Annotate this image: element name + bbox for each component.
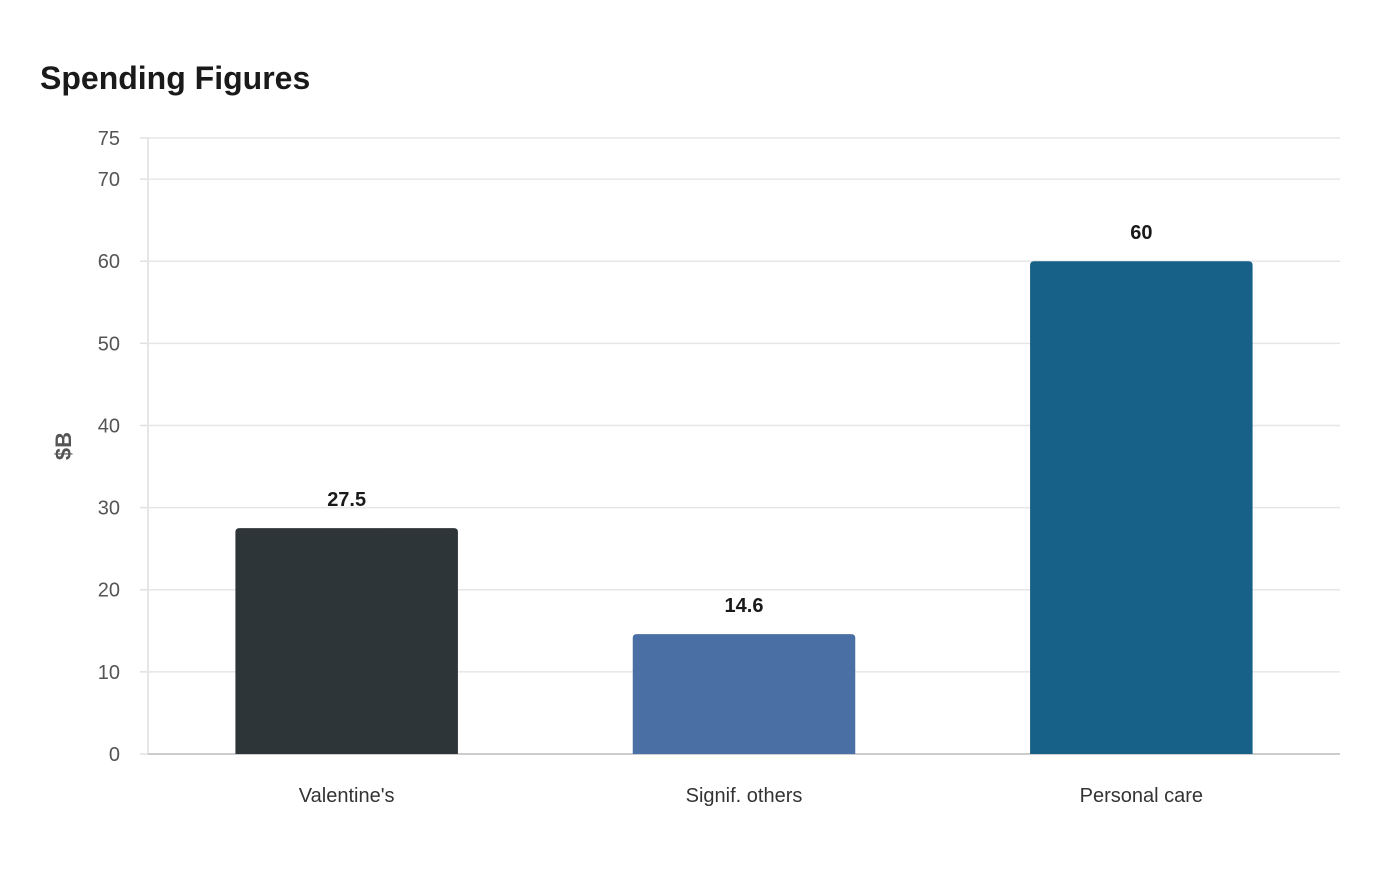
bar-value-label: 27.5 [327, 489, 366, 511]
x-tick-label: Personal care [1080, 785, 1203, 807]
y-tick-label: 75 [98, 128, 120, 150]
bar [1030, 261, 1253, 754]
y-tick-label: 20 [98, 580, 120, 602]
y-tick-label: 50 [98, 333, 120, 355]
y-axis-title: $B [51, 432, 76, 460]
y-tick-label: 60 [98, 251, 120, 273]
bar-value-label: 14.6 [725, 595, 764, 617]
y-tick-label: 0 [109, 744, 120, 766]
bars [235, 261, 1253, 754]
x-tick-label: Signif. others [686, 785, 803, 807]
y-tick-label: 40 [98, 415, 120, 437]
bar [632, 634, 856, 754]
labels: 0 10 20 30 40 50 60 70 75 $B 27.5 Valentine's 14.6 Si… [51, 128, 1203, 807]
y-tick-label: 10 [98, 662, 120, 684]
bar-value-label: 60 [1130, 222, 1152, 244]
bar [235, 528, 458, 754]
x-tick-label: Valentine's [299, 785, 395, 807]
y-tick-label: 30 [98, 498, 120, 520]
y-tick-label: 70 [98, 169, 120, 191]
chart-title: Spending Figures [40, 60, 311, 96]
